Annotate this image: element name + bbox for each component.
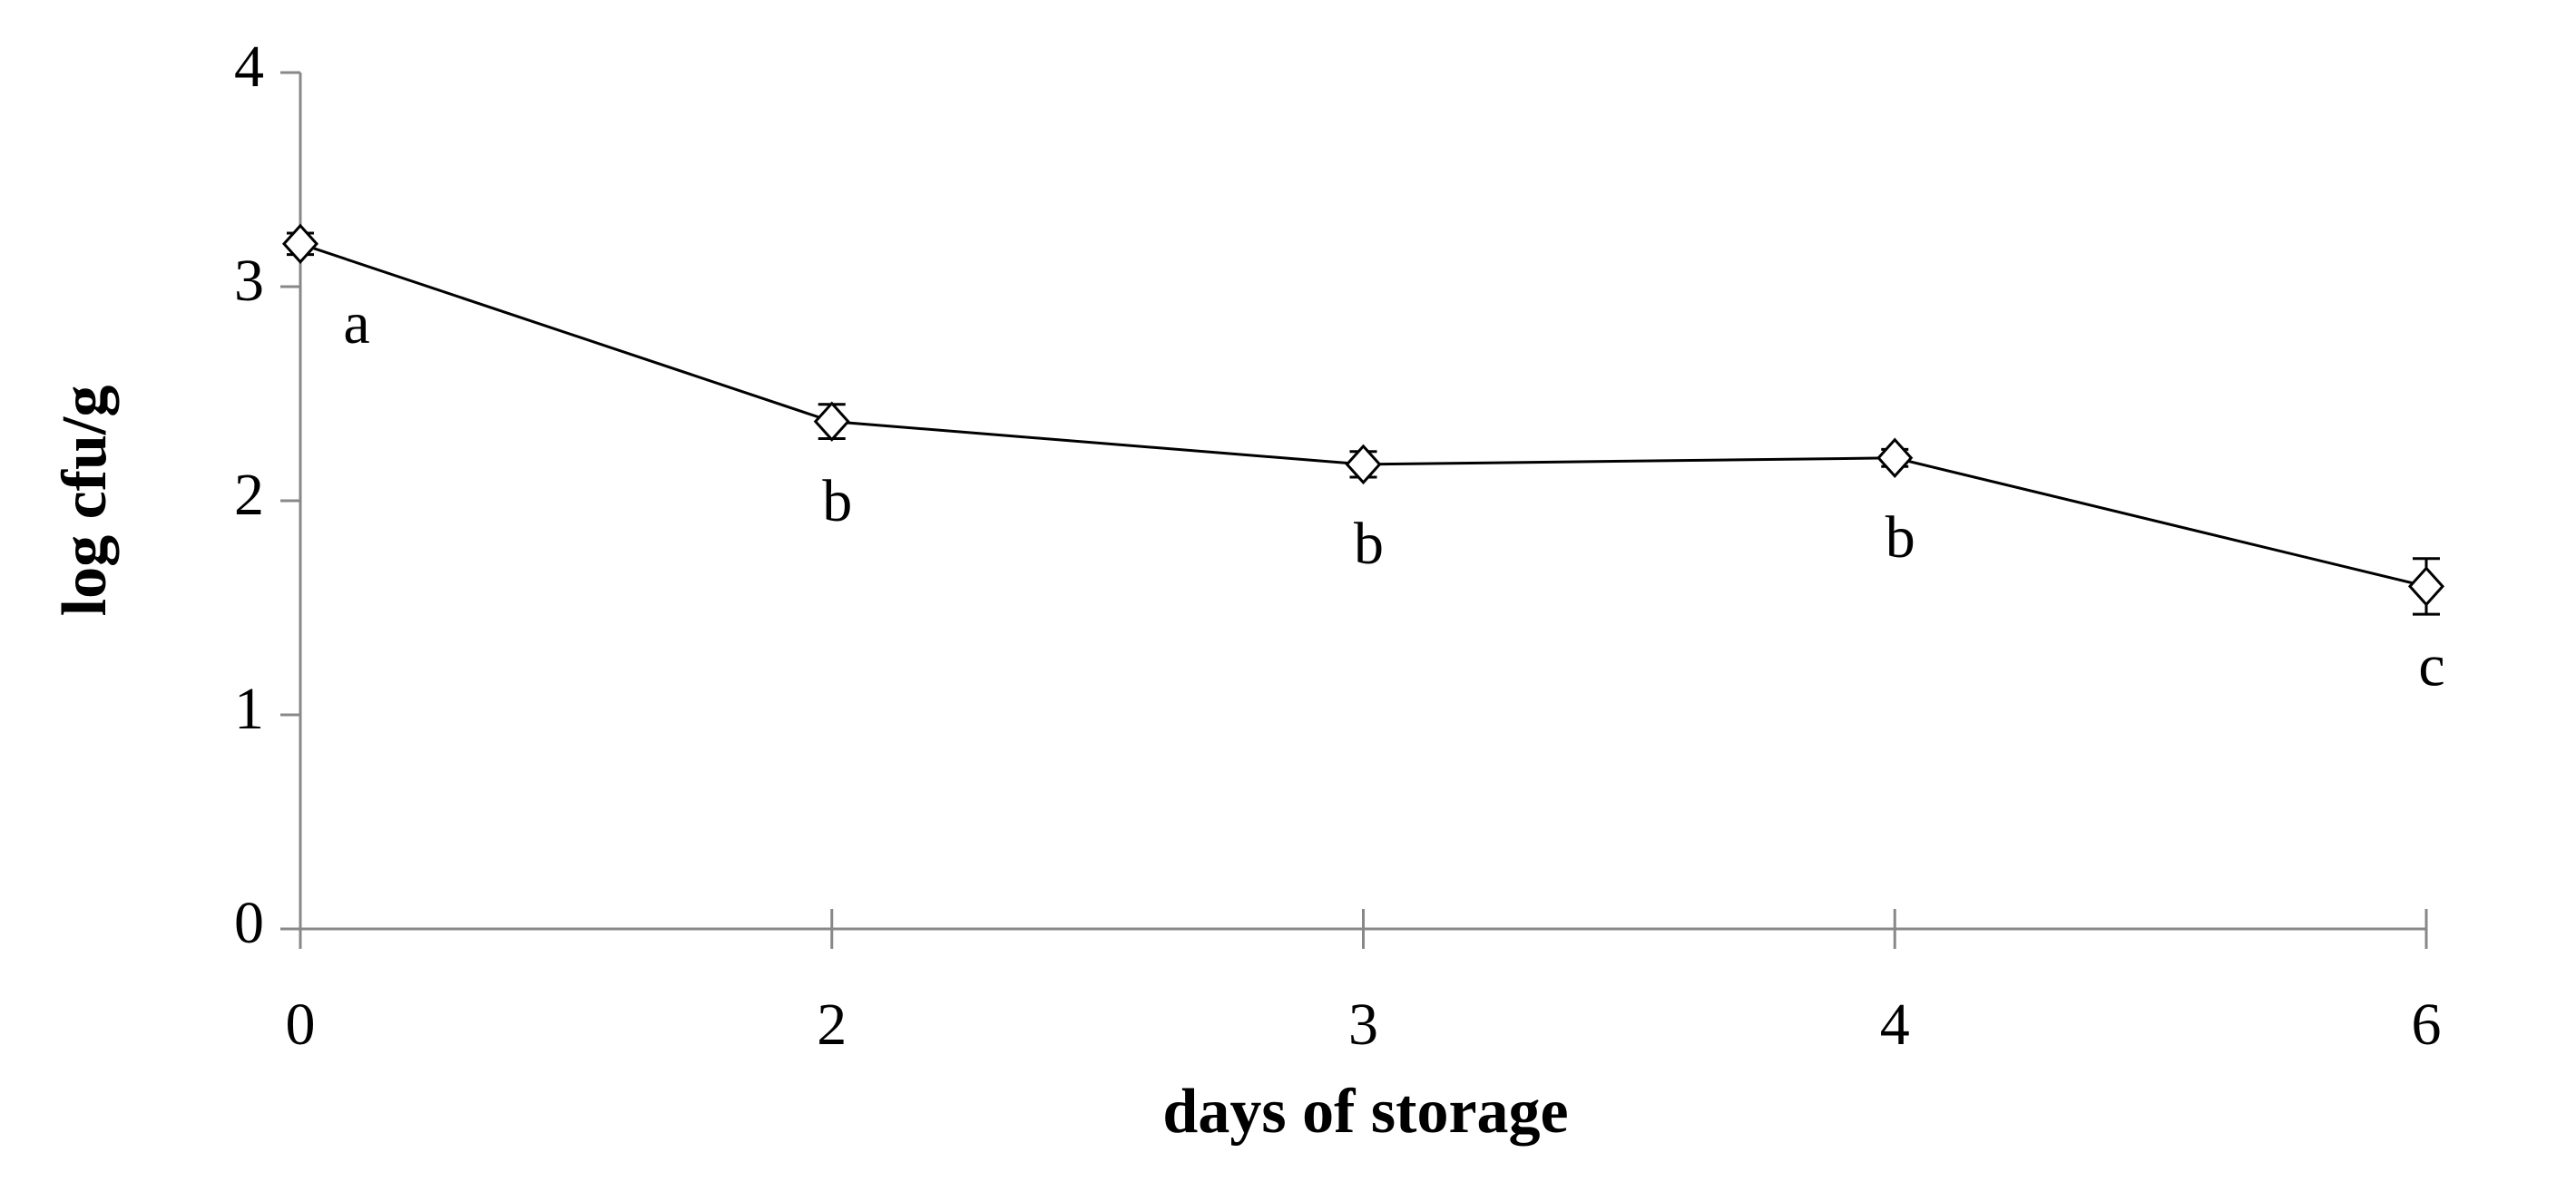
- y-tick-label: 2: [234, 462, 264, 528]
- annotation: b: [1354, 511, 1384, 577]
- marker: [813, 401, 850, 442]
- annotation: c: [2418, 633, 2444, 699]
- y-axis-title: log cfu/g: [50, 386, 120, 617]
- y-tick-label: 0: [234, 890, 264, 956]
- x-tick-label: 2: [817, 992, 847, 1058]
- y-tick-label: 4: [234, 34, 264, 100]
- x-tick-label: 6: [2412, 992, 2442, 1058]
- marker: [281, 223, 319, 265]
- annotation: b: [822, 468, 852, 534]
- y-tick-label: 1: [234, 676, 264, 742]
- marker: [1876, 437, 1914, 479]
- annotation: a: [343, 290, 369, 357]
- x-tick-label: 3: [1348, 992, 1378, 1058]
- marker: [1345, 444, 1382, 485]
- x-tick-label: 4: [1880, 992, 1910, 1058]
- annotation: b: [1885, 504, 1915, 571]
- x-tick-label: 0: [286, 992, 316, 1058]
- y-tick-label: 3: [234, 248, 264, 314]
- x-axis-title: days of storage: [1162, 1077, 1568, 1147]
- marker: [2407, 566, 2445, 607]
